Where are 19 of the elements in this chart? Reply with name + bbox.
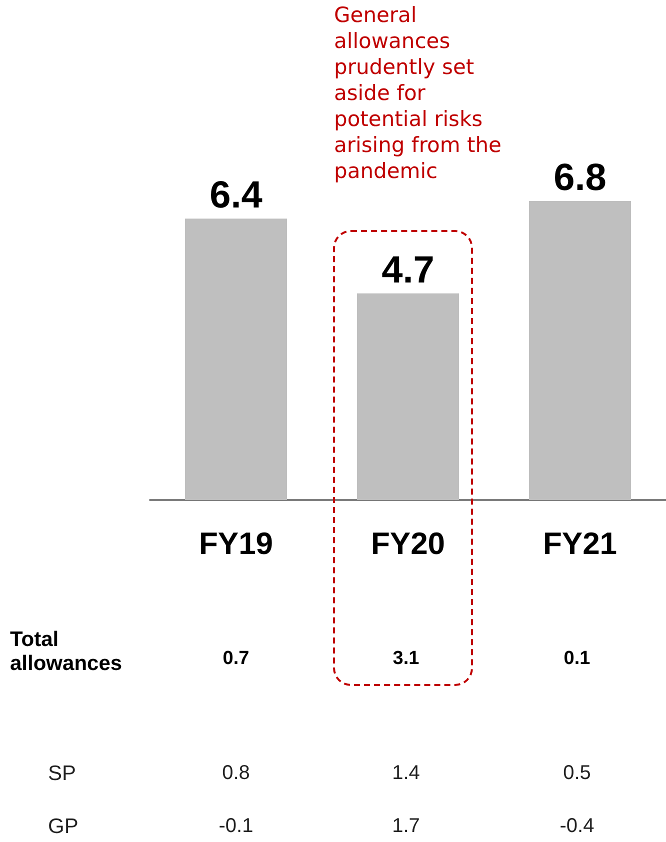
text: 1.4 bbox=[391, 762, 421, 785]
text: -0.4 bbox=[558, 815, 596, 838]
text: 1.7 bbox=[391, 815, 421, 838]
text: General allowances prudently set aside for potential risks arising from the pandemic bbox=[334, 2, 502, 184]
data-label: 6.8 bbox=[554, 157, 606, 199]
data-label: 6.4 bbox=[210, 174, 262, 217]
x-tick-label: FY21 bbox=[542, 526, 618, 561]
data-label: 4.7 bbox=[382, 249, 434, 292]
text: 0.7 bbox=[222, 648, 250, 670]
text: 0.8 bbox=[221, 762, 251, 785]
x-tick-label: FY19 bbox=[198, 526, 274, 561]
text: Total allowances bbox=[10, 628, 124, 676]
text: GP bbox=[48, 815, 80, 839]
x-tick-label: FY20 bbox=[370, 526, 446, 561]
text: 0.5 bbox=[562, 762, 592, 785]
text: -0.1 bbox=[218, 815, 254, 838]
text: 0.1 bbox=[562, 648, 592, 670]
text: SP bbox=[48, 762, 78, 786]
text: 3.1 bbox=[392, 648, 420, 670]
